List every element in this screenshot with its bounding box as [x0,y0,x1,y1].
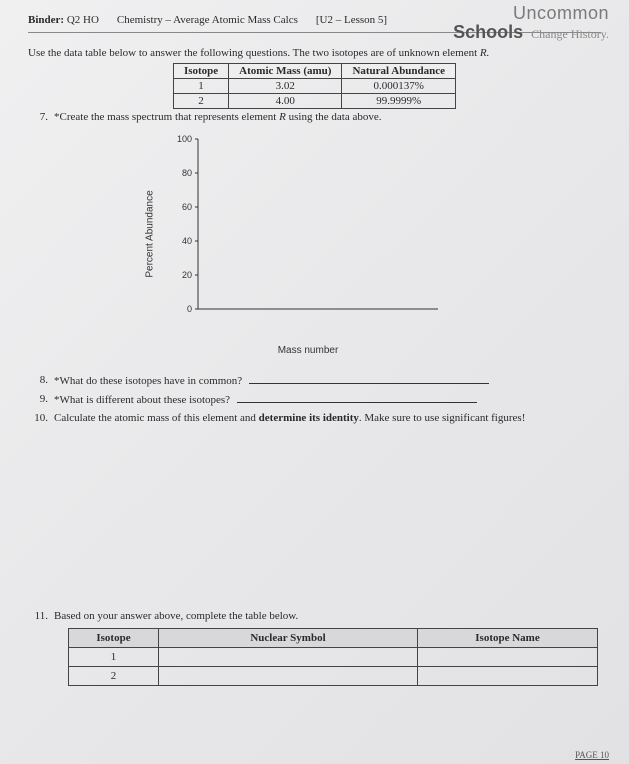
q8-text: *What do these isotopes have in common? [54,375,242,387]
ytick: 0 [187,304,192,314]
logo-row2: Schools Change History. [453,23,609,42]
ytick: 20 [182,270,192,280]
cell [159,648,418,667]
cell: 2 [173,94,228,109]
table-row: 2 4.00 99.9999% [173,94,455,109]
ytick: 80 [182,168,192,178]
table-row: 1 [69,648,598,667]
ytick: 100 [177,134,192,144]
binder-label: Binder: [28,14,64,26]
binder-value: Q2 HO [67,14,99,26]
q7-c: using the data above. [286,111,382,123]
q-num: 7. [28,111,54,123]
intro-text: Use the data table below to answer the f… [28,47,601,59]
col-isotope: Isotope [69,629,159,648]
page-number: PAGE 10 [575,750,609,760]
y-ticks: 0 20 40 60 80 100 [177,134,198,314]
q10-c: . Make sure to use significant figures! [359,412,525,424]
cell: 1 [173,79,228,94]
q-num: 11. [28,610,54,622]
logo-top: Uncommon [513,3,609,23]
cell: 4.00 [229,94,342,109]
question-10: 10. Calculate the atomic mass of this el… [28,412,601,424]
table-row: 1 3.02 0.000137% [173,79,455,94]
logo-row: Uncommon [453,4,609,23]
answer-blank [249,374,489,384]
cell: 1 [69,648,159,667]
answer-table: Isotope Nuclear Symbol Isotope Name 1 2 [68,628,598,686]
logo: Uncommon Schools Change History. [453,4,609,42]
q-num: 8. [28,374,54,387]
q-text: *What is different about these isotopes? [54,393,601,406]
q-num: 10. [28,412,54,424]
doc-title: Chemistry – Average Atomic Mass Calcs [117,14,298,26]
cell: 0.000137% [342,79,456,94]
col-abundance: Natural Abundance [342,64,456,79]
y-axis-label: Percent Abundance [145,190,156,277]
col-mass: Atomic Mass (amu) [229,64,342,79]
lesson-tag: [U2 – Lesson 5] [316,14,387,26]
col-symbol: Nuclear Symbol [159,629,418,648]
cell: 2 [69,667,159,686]
table-header-row: Isotope Atomic Mass (amu) Natural Abunda… [173,64,455,79]
logo-tag: Change History. [531,28,609,40]
ytick: 40 [182,236,192,246]
q10-a: Calculate the atomic mass of this elemen… [54,412,259,424]
cell: 99.9999% [342,94,456,109]
cell [418,648,598,667]
cell [418,667,598,686]
intro-b: R. [480,47,489,59]
col-name: Isotope Name [418,629,598,648]
q-text: *What do these isotopes have in common? [54,374,601,387]
chart-svg: 0 20 40 60 80 100 [158,129,458,339]
mass-spectrum-chart: Percent Abundance 0 20 40 60 80 100 [158,129,458,339]
q7-b: R [279,111,286,123]
cell [159,667,418,686]
question-8: 8. *What do these isotopes have in commo… [28,374,601,387]
worksheet-page: Binder: Q2 HO Chemistry – Average Atomic… [0,0,629,764]
q7-a: *Create the mass spectrum that represent… [54,111,279,123]
question-11: 11. Based on your answer above, complete… [28,610,601,622]
question-9: 9. *What is different about these isotop… [28,393,601,406]
ytick: 60 [182,202,192,212]
question-7: 7. *Create the mass spectrum that repres… [28,111,601,123]
binder: Binder: Q2 HO [28,14,99,26]
x-axis-label: Mass number [158,345,458,356]
answer-blank [237,393,477,403]
q-num: 9. [28,393,54,406]
q9-text: *What is different about these isotopes? [54,394,230,406]
work-space [28,430,601,610]
q10-b: determine its identity [259,412,359,424]
q-text: *Create the mass spectrum that represent… [54,111,601,123]
q-text: Calculate the atomic mass of this elemen… [54,412,601,424]
intro-a: Use the data table below to answer the f… [28,47,480,59]
table-row: 2 [69,667,598,686]
table-header-row: Isotope Nuclear Symbol Isotope Name [69,629,598,648]
cell: 3.02 [229,79,342,94]
q-text: Based on your answer above, complete the… [54,610,601,622]
logo-bottom: Schools [453,22,523,42]
col-isotope: Isotope [173,64,228,79]
isotope-data-table: Isotope Atomic Mass (amu) Natural Abunda… [173,63,456,109]
